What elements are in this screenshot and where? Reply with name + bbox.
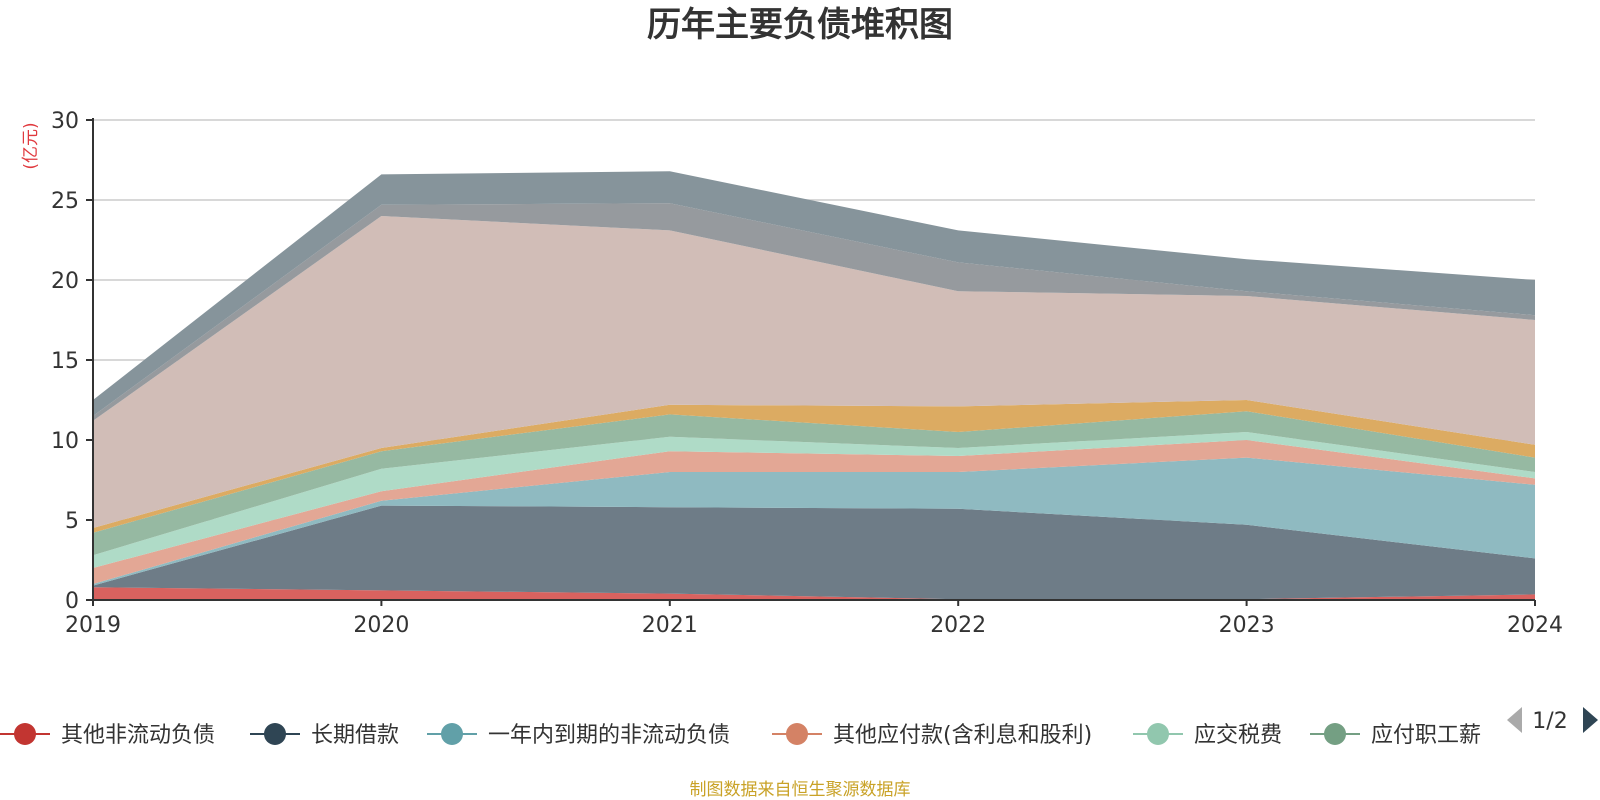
area-series[interactable]	[93, 505, 1535, 600]
legend-marker-icon	[264, 723, 286, 745]
area-series[interactable]	[93, 411, 1535, 556]
legend-prev-page-icon[interactable]	[1507, 707, 1522, 733]
y-tick-label: 25	[51, 189, 79, 214]
y-axis-unit-label: (亿元)	[21, 122, 41, 169]
legend-page-indicator: 1/2	[1532, 709, 1567, 734]
legend-marker-icon	[441, 723, 463, 745]
area-series[interactable]	[93, 587, 1535, 600]
x-tick-label: 2019	[65, 613, 121, 638]
source-note: 制图数据来自恒生聚源数据库	[690, 780, 911, 800]
y-tick-label: 20	[51, 269, 79, 294]
chart-title: 历年主要负债堆积图	[647, 5, 953, 45]
y-tick-label: 30	[51, 109, 79, 134]
y-tick-label: 5	[65, 509, 79, 534]
legend: 其他非流动负债 长期借款 一年内到期的非流动负债 其他应付款(含利息和股利) 应交税费 应…	[0, 723, 1481, 748]
legend-label: 应交税费	[1194, 723, 1282, 748]
area-series[interactable]	[93, 171, 1535, 416]
y-tick-label: 0	[65, 589, 79, 614]
y-tick-label: 15	[51, 349, 79, 374]
legend-item[interactable]: 其他非流动负债	[0, 723, 215, 748]
legend-marker-icon	[1324, 723, 1346, 745]
area-series[interactable]	[93, 203, 1535, 421]
legend-next-page-icon[interactable]	[1583, 707, 1598, 733]
area-series[interactable]	[93, 216, 1535, 528]
legend-label: 长期借款	[311, 723, 399, 748]
legend-item[interactable]: 其他应付款(含利息和股利)	[772, 723, 1092, 748]
axes: 0 5 10 15 20 25 30 2019 2020 2021 2022 2023 2024	[51, 109, 1563, 638]
legend-marker-icon	[14, 723, 36, 745]
x-tick-label: 2023	[1219, 613, 1275, 638]
legend-label: 其他应付款(含利息和股利)	[833, 723, 1092, 748]
legend-item[interactable]: 应交税费	[1133, 723, 1282, 748]
area-series[interactable]	[93, 432, 1535, 568]
legend-label: 其他非流动负债	[61, 723, 215, 748]
legend-label: 一年内到期的非流动负债	[488, 723, 730, 748]
legend-item[interactable]: 长期借款	[250, 723, 399, 748]
legend-item[interactable]: 一年内到期的非流动负债	[427, 723, 730, 748]
legend-marker-icon	[786, 723, 808, 745]
legend-item[interactable]: 应付职工薪	[1310, 723, 1481, 748]
x-tick-label: 2022	[930, 613, 986, 638]
legend-label: 应付职工薪	[1371, 723, 1481, 748]
legend-pager: 1/2	[1507, 707, 1598, 734]
x-tick-label: 2024	[1507, 613, 1563, 638]
x-tick-label: 2020	[353, 613, 409, 638]
area-series-group	[93, 171, 1535, 600]
y-tick-label: 10	[51, 429, 79, 454]
area-series[interactable]	[93, 457, 1535, 586]
x-tick-label: 2021	[642, 613, 698, 638]
legend-marker-icon	[1147, 723, 1169, 745]
area-series[interactable]	[93, 440, 1535, 584]
